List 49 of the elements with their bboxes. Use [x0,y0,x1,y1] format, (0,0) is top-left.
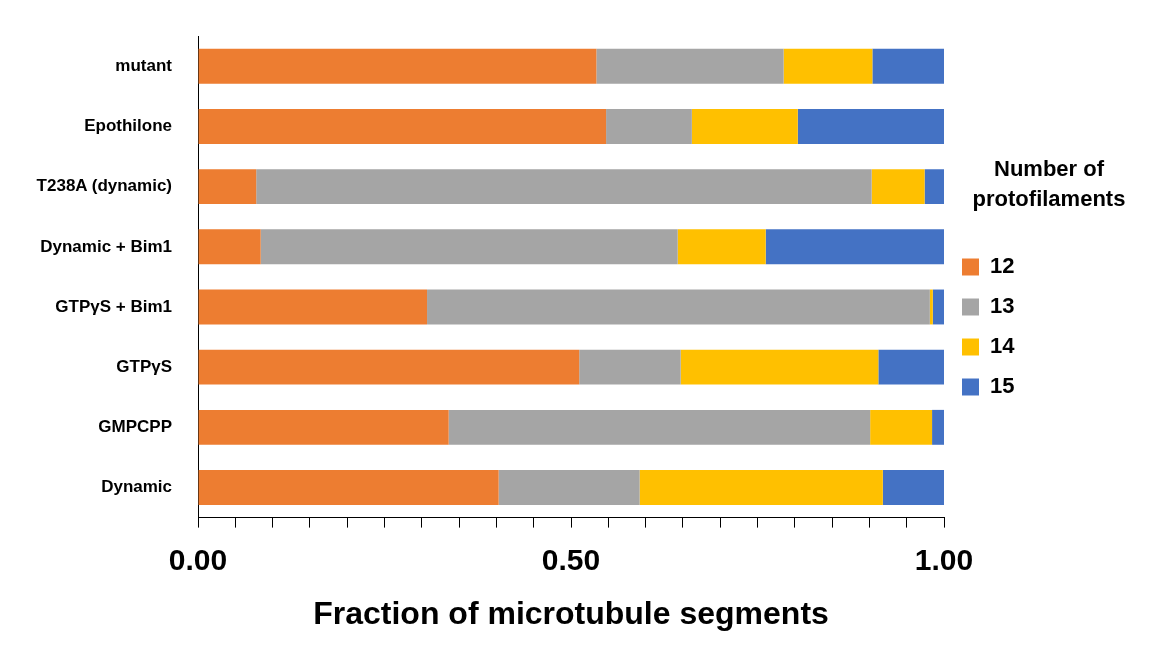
x-tick-label: 1.00 [914,542,974,576]
y-tick-label: GTPγS [116,356,173,376]
bar [929,289,933,325]
bar [797,109,944,144]
bar [596,48,784,84]
bar [260,229,678,265]
bar [427,289,930,325]
bar [498,470,640,505]
bar [606,109,692,144]
y-tick-label: Epothilone [84,116,173,136]
bar [198,409,449,445]
bar [878,349,944,385]
bar [765,229,944,265]
bar [870,409,933,445]
bar [198,470,499,505]
bar [448,409,871,445]
bar [639,470,883,505]
y-tick-label: T238A (dynamic) [36,176,173,196]
bar [579,349,681,385]
bar [680,349,879,385]
bar [198,169,257,205]
bar [872,48,944,84]
y-tick-label: Dynamic + Bim1 [40,236,173,256]
legend-label: 15 [990,373,1015,399]
x-tick-label: 0.00 [168,542,228,576]
bar [198,109,607,144]
bar [198,48,597,84]
y-tick-label: GTPγS + Bim1 [55,296,173,316]
y-tick-label: mutant [115,55,173,75]
legend-label: 12 [990,253,1015,279]
bar [882,470,944,505]
legend-label: 13 [990,293,1015,319]
x-tick-label: 0.50 [541,542,601,576]
y-tick-label: GMPCPP [98,417,173,437]
x-axis-title: Fraction of microtubule segments [313,594,829,631]
bar [783,48,873,84]
bar [198,289,428,325]
bar [198,349,580,385]
bar [871,169,925,205]
bar [932,289,944,325]
bar [256,169,872,205]
bar [924,169,944,205]
bar [198,229,261,265]
legend-label: 14 [990,333,1016,359]
bar [677,229,766,265]
bar [932,409,944,445]
y-tick-label: Dynamic [101,477,173,497]
legend-title: Number of protofilaments [972,156,1126,211]
bar [691,109,798,144]
